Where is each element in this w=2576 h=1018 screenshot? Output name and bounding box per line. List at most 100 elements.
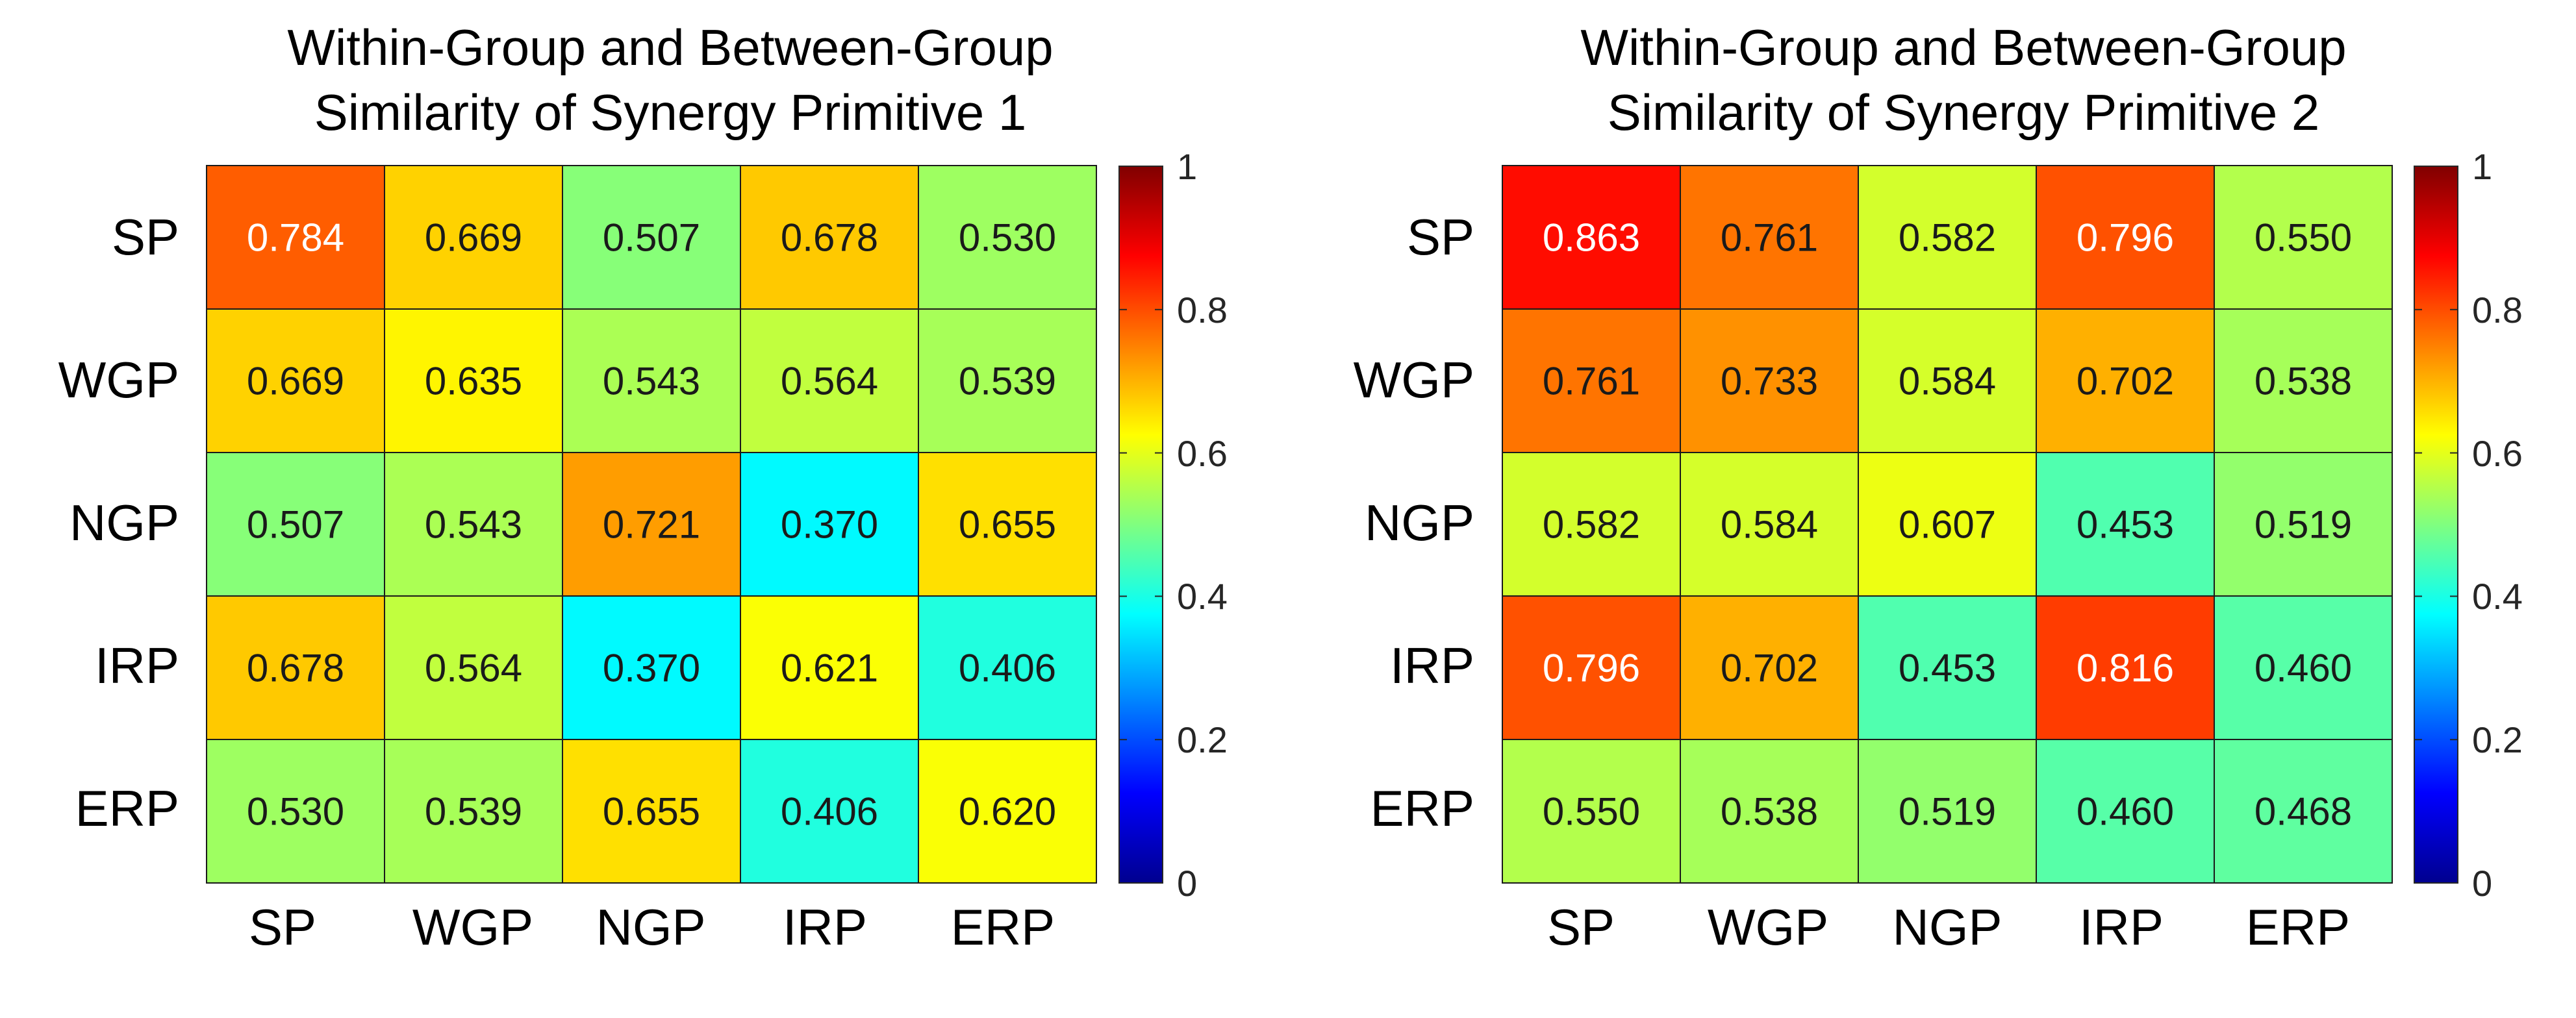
cell-value-label: 0.761 <box>1721 216 1818 260</box>
cell-value-label: 0.538 <box>2254 360 2352 403</box>
heatmap-cell <box>2036 165 2215 310</box>
colorbar-gradient <box>2414 166 2458 884</box>
cell-value-label: 0.468 <box>2254 790 2352 834</box>
colorbar-tick-label: 1 <box>1177 146 1197 187</box>
heatmap-cell <box>1680 165 1859 310</box>
heatmap-cell <box>1680 452 1859 597</box>
cell-value-label: 0.370 <box>781 503 878 547</box>
heatmap-cell <box>384 739 563 884</box>
heatmap-cell <box>740 595 919 740</box>
y-tick-label: WGP <box>58 351 179 408</box>
y-tick-label: NGP <box>69 494 179 551</box>
colorbar-tick-label: 0.8 <box>1177 290 1228 330</box>
colorbar-gradient <box>1118 166 1163 884</box>
colorbar-tick-label: 0.4 <box>2472 576 2523 617</box>
y-tick-label: NGP <box>1365 494 1474 551</box>
y-tick-label: SP <box>112 208 179 266</box>
cell-value-label: 0.543 <box>603 360 700 403</box>
heatmap-cell <box>1680 308 1859 453</box>
colorbar-tick-label: 0.2 <box>2472 719 2523 760</box>
cell-value-label: 0.733 <box>1721 360 1818 403</box>
cell-value-label: 0.550 <box>1543 790 1640 834</box>
y-axis: SP WGP NGP IRP ERP <box>1354 208 1474 837</box>
cell-value-label: 0.669 <box>247 360 344 403</box>
x-tick-label: SP <box>249 899 316 956</box>
x-tick-label: IRP <box>2079 899 2164 956</box>
heatmap-panel-2: Within-Group and Between-Group Similarit… <box>1354 19 2523 956</box>
cell-value-label: 0.550 <box>2254 216 2352 260</box>
y-tick-label: SP <box>1407 208 1474 266</box>
heatmap-grid: 0.784 0.669 0.507 0.678 0.530 0.669 0.635 0.543… <box>206 165 1097 884</box>
heatmap-cell <box>206 165 385 310</box>
cell-value-label: 0.507 <box>247 503 344 547</box>
heatmap-cell <box>562 308 741 453</box>
x-tick-label: IRP <box>783 899 867 956</box>
y-tick-label: IRP <box>95 637 179 694</box>
heatmap-cell <box>384 165 563 310</box>
heatmap-cell <box>562 595 741 740</box>
colorbar-tick-label: 0.8 <box>2472 290 2523 330</box>
heatmap-cell <box>740 452 919 597</box>
cell-value-label: 0.796 <box>1543 647 1640 690</box>
colorbar-ticks <box>1119 166 1163 884</box>
heatmap-cell <box>384 452 563 597</box>
colorbar-tick-label: 1 <box>2472 146 2492 187</box>
y-tick-label: ERP <box>1370 780 1474 837</box>
colorbar: 0 0.2 0.4 0.6 0.8 1 <box>2414 146 2523 904</box>
colorbar-tick-label: 0.6 <box>2472 433 2523 474</box>
cell-value-label: 0.621 <box>781 647 878 690</box>
cell-value-label: 0.539 <box>425 790 522 834</box>
x-tick-label: ERP <box>951 899 1055 956</box>
x-tick-label: NGP <box>596 899 705 956</box>
heatmap-cell <box>562 452 741 597</box>
cell-value-label: 0.539 <box>959 360 1056 403</box>
cell-value-label: 0.784 <box>247 216 344 260</box>
colorbar-tick-label: 0.6 <box>1177 433 1228 474</box>
x-axis: SP WGP NGP IRP ERP <box>249 899 1055 956</box>
cell-value-label: 0.406 <box>959 647 1056 690</box>
colorbar-ticks <box>2414 166 2458 884</box>
cell-value-label: 0.669 <box>425 216 522 260</box>
heatmap-cell <box>2214 452 2393 597</box>
heatmap-cell <box>1502 595 1681 740</box>
chart-title-line-2: Similarity of Synergy Primitive 1 <box>314 84 1027 141</box>
cell-value-label: 0.620 <box>959 790 1056 834</box>
cell-value-label: 0.584 <box>1899 360 1996 403</box>
heatmap-cell <box>1858 452 2037 597</box>
heatmap-cell <box>206 308 385 453</box>
cell-value-label: 0.370 <box>603 647 700 690</box>
heatmap-cell <box>1858 739 2037 884</box>
heatmap-cell <box>1502 739 1681 884</box>
chart-title-line-2: Similarity of Synergy Primitive 2 <box>1608 84 2320 141</box>
cell-value-label: 0.530 <box>247 790 344 834</box>
heatmap-cell <box>2036 452 2215 597</box>
x-tick-label: WGP <box>412 899 533 956</box>
cell-value-label: 0.582 <box>1543 503 1640 547</box>
cell-value-label: 0.564 <box>425 647 522 690</box>
y-tick-label: IRP <box>1390 637 1474 694</box>
cell-value-label: 0.678 <box>247 647 344 690</box>
cell-value-label: 0.702 <box>2077 360 2174 403</box>
heatmap-cell <box>2214 595 2393 740</box>
chart-title-line-1: Within-Group and Between-Group <box>1580 19 2346 76</box>
colorbar-tick-label: 0.2 <box>1177 719 1228 760</box>
cell-value-label: 0.678 <box>781 216 878 260</box>
y-axis: SP WGP NGP IRP ERP <box>58 208 179 837</box>
cell-value-label: 0.655 <box>959 503 1056 547</box>
cell-value-label: 0.453 <box>2077 503 2174 547</box>
cell-value-label: 0.507 <box>603 216 700 260</box>
heatmap-cell <box>918 308 1097 453</box>
colorbar-tick-label: 0.4 <box>1177 576 1228 617</box>
cell-value-label: 0.538 <box>1721 790 1818 834</box>
heatmap-cell <box>2036 595 2215 740</box>
x-tick-label: WGP <box>1708 899 1828 956</box>
cell-value-label: 0.543 <box>425 503 522 547</box>
heatmap-cell <box>918 595 1097 740</box>
cell-value-label: 0.406 <box>781 790 878 834</box>
cell-value-label: 0.607 <box>1899 503 1996 547</box>
heatmap-cell <box>740 165 919 310</box>
heatmap-cell <box>384 595 563 740</box>
colorbar-tick-label: 0 <box>2472 863 2492 904</box>
cell-value-label: 0.582 <box>1899 216 1996 260</box>
